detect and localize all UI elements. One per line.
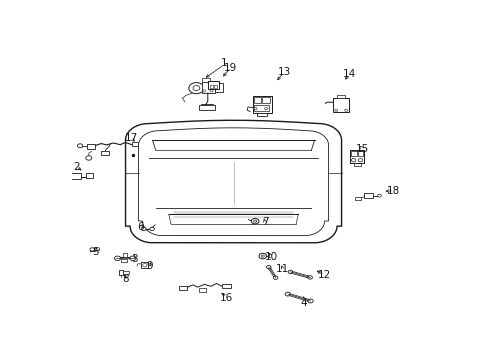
- Circle shape: [259, 253, 266, 259]
- Circle shape: [264, 108, 267, 110]
- Circle shape: [285, 292, 290, 296]
- FancyBboxPatch shape: [214, 85, 217, 88]
- Circle shape: [114, 256, 121, 261]
- Text: 19: 19: [224, 63, 237, 73]
- Text: 8: 8: [122, 274, 129, 284]
- Circle shape: [149, 227, 154, 231]
- Circle shape: [90, 248, 94, 251]
- Circle shape: [85, 156, 92, 160]
- Text: 5: 5: [92, 247, 99, 257]
- Circle shape: [188, 82, 203, 94]
- FancyBboxPatch shape: [354, 197, 361, 200]
- FancyBboxPatch shape: [332, 98, 348, 112]
- FancyBboxPatch shape: [262, 97, 269, 103]
- FancyBboxPatch shape: [123, 271, 129, 274]
- FancyBboxPatch shape: [141, 262, 148, 268]
- Circle shape: [334, 109, 337, 111]
- FancyBboxPatch shape: [121, 260, 127, 262]
- FancyBboxPatch shape: [87, 144, 95, 149]
- Text: 1: 1: [220, 58, 227, 68]
- Circle shape: [273, 276, 277, 279]
- Circle shape: [142, 264, 147, 267]
- FancyBboxPatch shape: [252, 96, 272, 113]
- FancyBboxPatch shape: [202, 78, 210, 82]
- FancyBboxPatch shape: [208, 81, 218, 89]
- Circle shape: [266, 266, 270, 269]
- FancyBboxPatch shape: [101, 151, 109, 155]
- Circle shape: [251, 219, 259, 224]
- FancyBboxPatch shape: [222, 284, 230, 288]
- Text: 2: 2: [73, 162, 80, 172]
- FancyBboxPatch shape: [358, 151, 362, 156]
- Text: 12: 12: [317, 270, 330, 280]
- Circle shape: [358, 158, 362, 162]
- FancyBboxPatch shape: [254, 105, 268, 111]
- FancyBboxPatch shape: [349, 150, 364, 163]
- Circle shape: [193, 86, 200, 91]
- Circle shape: [307, 299, 312, 303]
- Text: 18: 18: [386, 186, 400, 196]
- Text: 4: 4: [300, 298, 306, 308]
- Text: 3: 3: [131, 255, 137, 264]
- Circle shape: [141, 227, 146, 231]
- FancyBboxPatch shape: [119, 270, 123, 275]
- FancyBboxPatch shape: [202, 82, 214, 93]
- FancyBboxPatch shape: [257, 113, 266, 116]
- Text: 17: 17: [124, 133, 138, 143]
- FancyBboxPatch shape: [199, 288, 206, 292]
- Text: 11: 11: [276, 264, 289, 274]
- Circle shape: [129, 256, 136, 261]
- FancyBboxPatch shape: [364, 193, 372, 198]
- Circle shape: [307, 276, 312, 279]
- Text: 13: 13: [277, 67, 290, 77]
- FancyBboxPatch shape: [199, 105, 214, 110]
- Circle shape: [377, 194, 381, 197]
- Text: 6: 6: [137, 222, 144, 232]
- Text: 9: 9: [146, 261, 152, 270]
- FancyBboxPatch shape: [351, 151, 357, 156]
- Circle shape: [202, 90, 205, 92]
- Text: 14: 14: [342, 69, 355, 79]
- FancyBboxPatch shape: [336, 95, 345, 98]
- FancyBboxPatch shape: [179, 286, 186, 290]
- FancyBboxPatch shape: [214, 83, 223, 92]
- Circle shape: [287, 270, 292, 274]
- Circle shape: [77, 144, 82, 148]
- Circle shape: [210, 90, 213, 92]
- Circle shape: [261, 255, 264, 257]
- FancyBboxPatch shape: [209, 85, 213, 88]
- FancyBboxPatch shape: [254, 97, 261, 103]
- Text: 15: 15: [355, 144, 368, 154]
- Text: 16: 16: [219, 293, 232, 303]
- Circle shape: [253, 108, 257, 110]
- Circle shape: [344, 109, 347, 111]
- Text: 10: 10: [264, 252, 278, 262]
- Circle shape: [253, 220, 256, 222]
- FancyBboxPatch shape: [122, 253, 126, 257]
- Text: 7: 7: [261, 217, 268, 227]
- FancyBboxPatch shape: [131, 143, 138, 146]
- Circle shape: [351, 158, 355, 162]
- FancyBboxPatch shape: [86, 174, 93, 179]
